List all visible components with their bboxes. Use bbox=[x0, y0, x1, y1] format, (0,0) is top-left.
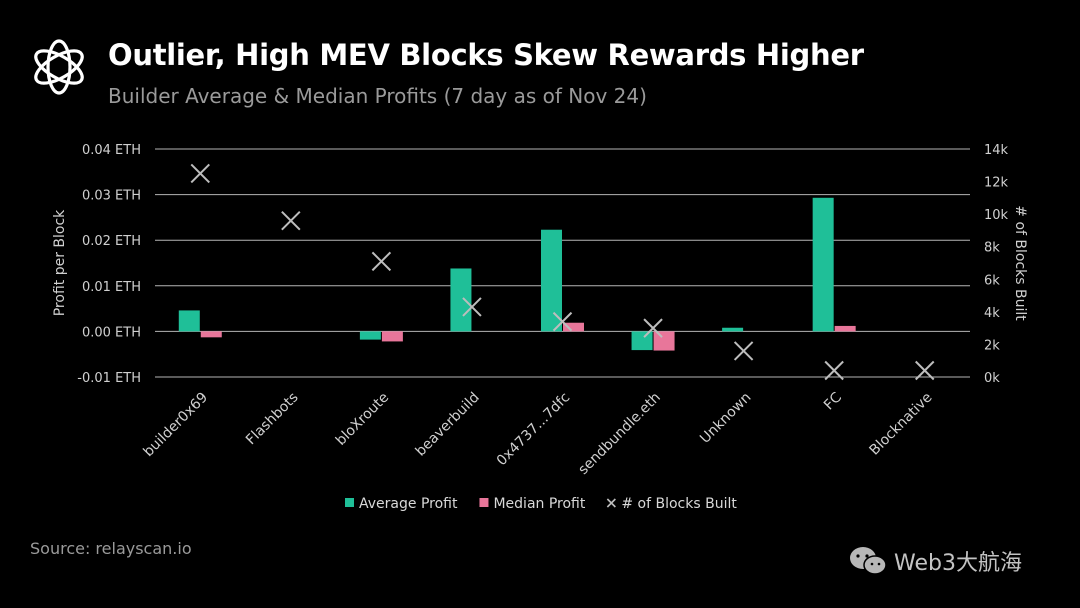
y-right-axis-title: # of Blocks Built bbox=[1012, 205, 1028, 321]
blocks-built-marker bbox=[371, 251, 392, 272]
y-left-tick-label: 0.04 ETH bbox=[82, 143, 141, 158]
y-left-axis-title: Profit per Block bbox=[52, 209, 68, 316]
category-label: 0x4737...7dfc bbox=[494, 390, 574, 470]
legend-label: Average Profit bbox=[359, 496, 458, 512]
y-right-tick-label: 0k bbox=[984, 371, 1000, 386]
source-note: Source: relayscan.io bbox=[30, 539, 192, 558]
legend-swatch bbox=[479, 498, 489, 507]
page-subtitle: Builder Average & Median Profits (7 day … bbox=[108, 84, 647, 108]
chat-bubble-icon bbox=[850, 547, 887, 575]
y-right-tick-label: 10k bbox=[984, 208, 1009, 223]
average-profit-bar bbox=[541, 229, 562, 332]
y-left-tick-label: -0.01 ETH bbox=[77, 371, 141, 386]
median-profit-bar bbox=[563, 322, 584, 332]
blocks-built-marker bbox=[824, 360, 844, 381]
category-label: sendbundle.eth bbox=[575, 390, 663, 478]
blocks-built-marker bbox=[915, 360, 935, 381]
average-profit-bar bbox=[812, 197, 834, 332]
blocks-built-marker bbox=[281, 210, 301, 231]
y-right-tick-label: 6k bbox=[984, 273, 1000, 288]
legend-label: # of Blocks Built bbox=[621, 496, 737, 512]
category-label: FC bbox=[821, 389, 845, 413]
legend-swatch bbox=[345, 498, 354, 507]
y-left-tick-label: 0.03 ETH bbox=[82, 189, 141, 204]
category-label: builder0x69 bbox=[141, 390, 212, 461]
y-right-tick-label: 2k bbox=[984, 338, 1000, 353]
y-right-tick-label: 4k bbox=[984, 306, 1000, 321]
average-profit-bar bbox=[722, 327, 744, 332]
blocks-built-marker bbox=[643, 318, 663, 338]
category-label: Unknown bbox=[697, 390, 754, 447]
average-profit-bar bbox=[631, 331, 653, 351]
average-profit-bar bbox=[359, 331, 381, 340]
y-right-tick-label: 14k bbox=[984, 143, 1009, 158]
category-label: Blocknative bbox=[867, 390, 936, 459]
average-profit-bar bbox=[450, 268, 472, 332]
blocks-built-marker bbox=[190, 163, 210, 184]
median-profit-bar bbox=[653, 331, 675, 351]
median-profit-bar bbox=[834, 325, 856, 332]
y-right-tick-label: 8k bbox=[984, 241, 1000, 256]
watermark: Web3大航海 bbox=[848, 545, 1022, 577]
brand-logo bbox=[28, 36, 90, 98]
median-profit-bar bbox=[200, 331, 222, 338]
y-left-tick-label: 0.02 ETH bbox=[82, 234, 141, 249]
watermark-text: Web3大航海 bbox=[894, 551, 1022, 576]
y-left-tick-label: 0.00 ETH bbox=[82, 325, 141, 340]
page-title: Outlier, High MEV Blocks Skew Rewards Hi… bbox=[108, 38, 864, 72]
legend-marker bbox=[606, 498, 616, 508]
category-label: bloXroute bbox=[333, 390, 392, 449]
legend-label: Median Profit bbox=[493, 496, 585, 512]
blocks-built-marker bbox=[733, 341, 754, 361]
median-profit-bar bbox=[381, 331, 403, 342]
category-label: beaverbuild bbox=[413, 390, 483, 460]
category-label: Flashbots bbox=[243, 390, 302, 449]
y-right-tick-label: 12k bbox=[984, 176, 1009, 191]
average-profit-bar bbox=[178, 310, 200, 332]
blocks-built-marker bbox=[552, 311, 573, 332]
flower-logo-icon bbox=[34, 39, 84, 95]
y-left-tick-label: 0.01 ETH bbox=[82, 280, 141, 295]
blocks-built-marker bbox=[462, 297, 482, 317]
